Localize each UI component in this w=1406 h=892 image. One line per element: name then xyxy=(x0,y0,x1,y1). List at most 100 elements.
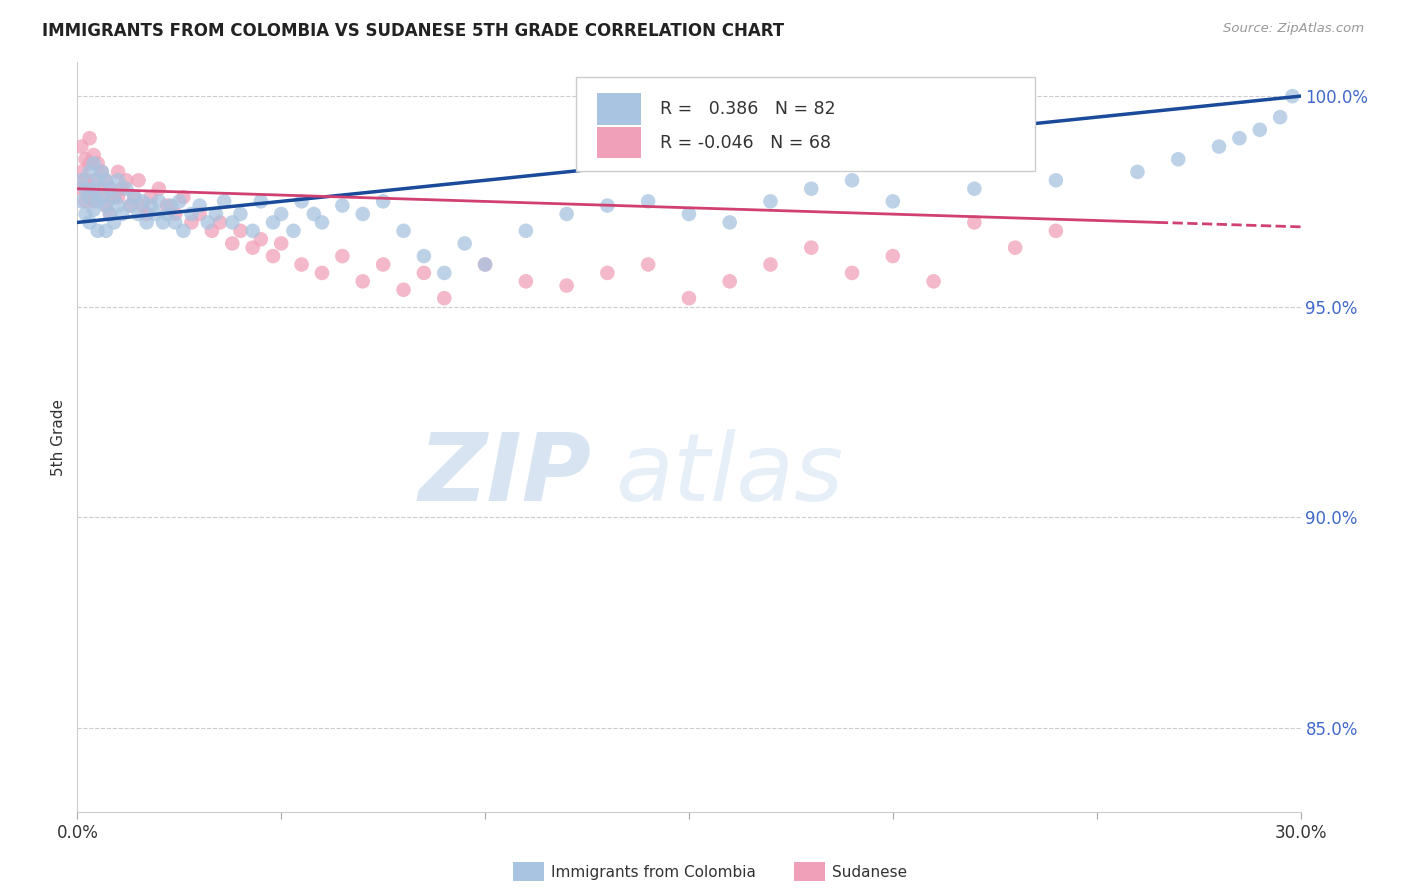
Point xyxy=(555,278,578,293)
Point xyxy=(1229,131,1251,145)
Bar xyxy=(598,127,641,159)
Point xyxy=(87,224,110,238)
Point xyxy=(79,131,101,145)
Point xyxy=(270,236,292,251)
Point xyxy=(180,215,202,229)
Point xyxy=(250,194,273,209)
Point xyxy=(759,258,782,272)
Point xyxy=(1270,110,1292,124)
Point xyxy=(332,249,354,263)
Point xyxy=(283,224,305,238)
Point xyxy=(172,190,194,204)
Point xyxy=(474,258,496,272)
Point xyxy=(148,182,170,196)
Point xyxy=(103,215,125,229)
Point xyxy=(678,207,700,221)
Point xyxy=(115,173,138,187)
Point xyxy=(139,190,162,204)
Point xyxy=(800,241,823,255)
Point xyxy=(718,274,741,288)
Y-axis label: 5th Grade: 5th Grade xyxy=(51,399,66,475)
Point xyxy=(433,266,456,280)
Point xyxy=(963,182,986,196)
Point xyxy=(262,215,284,229)
Point xyxy=(90,190,112,204)
Point xyxy=(103,190,125,204)
Point xyxy=(302,207,325,221)
Text: Sudanese: Sudanese xyxy=(832,865,907,880)
Text: R = -0.046   N = 68: R = -0.046 N = 68 xyxy=(659,134,831,152)
Point xyxy=(841,173,863,187)
Point xyxy=(474,258,496,272)
Point xyxy=(90,190,112,204)
Point xyxy=(94,198,117,212)
Point xyxy=(201,224,224,238)
Point xyxy=(107,198,129,212)
Point xyxy=(1004,241,1026,255)
Point xyxy=(143,207,166,221)
Point xyxy=(165,215,187,229)
Text: R =   0.386   N = 82: R = 0.386 N = 82 xyxy=(659,100,835,118)
Point xyxy=(79,165,101,179)
Point xyxy=(759,194,782,209)
Point xyxy=(87,156,110,170)
Point xyxy=(197,215,219,229)
Point xyxy=(515,274,537,288)
Point xyxy=(79,190,101,204)
Text: Immigrants from Colombia: Immigrants from Colombia xyxy=(551,865,756,880)
Point xyxy=(156,207,179,221)
Point xyxy=(107,190,129,204)
Point xyxy=(1045,224,1067,238)
Text: ZIP: ZIP xyxy=(418,428,591,521)
Point xyxy=(98,182,121,196)
Point xyxy=(83,148,105,162)
Point xyxy=(79,215,101,229)
Bar xyxy=(598,93,641,125)
Point xyxy=(291,194,314,209)
Point xyxy=(79,182,101,196)
Point xyxy=(1281,89,1303,103)
Point xyxy=(156,198,179,212)
Text: atlas: atlas xyxy=(616,429,844,520)
Point xyxy=(800,182,823,196)
Point xyxy=(291,258,314,272)
Point xyxy=(352,274,374,288)
Point xyxy=(75,173,97,187)
Point xyxy=(392,283,415,297)
Point xyxy=(242,241,264,255)
Point xyxy=(98,207,121,221)
Point xyxy=(188,198,211,212)
Point xyxy=(107,165,129,179)
Point xyxy=(922,274,945,288)
Point xyxy=(180,207,202,221)
Point xyxy=(454,236,477,251)
Point xyxy=(371,258,394,272)
Point xyxy=(332,198,354,212)
Point xyxy=(188,207,211,221)
Point xyxy=(172,224,194,238)
Point xyxy=(250,232,273,246)
Point xyxy=(70,194,93,209)
Point xyxy=(433,291,456,305)
Point xyxy=(515,224,537,238)
Point xyxy=(205,207,228,221)
Point xyxy=(963,215,986,229)
Point xyxy=(371,194,394,209)
Point xyxy=(229,224,252,238)
Point xyxy=(83,202,105,217)
Point xyxy=(94,173,117,187)
Point xyxy=(229,207,252,221)
Point xyxy=(148,194,170,209)
Point xyxy=(270,207,292,221)
Point xyxy=(107,173,129,187)
Point xyxy=(169,194,191,209)
Point xyxy=(111,207,134,221)
Point xyxy=(311,215,333,229)
Point xyxy=(718,215,741,229)
Point xyxy=(242,224,264,238)
Point xyxy=(83,194,105,209)
Point xyxy=(596,198,619,212)
Point xyxy=(165,207,187,221)
Point xyxy=(83,182,105,196)
Point xyxy=(70,139,93,153)
